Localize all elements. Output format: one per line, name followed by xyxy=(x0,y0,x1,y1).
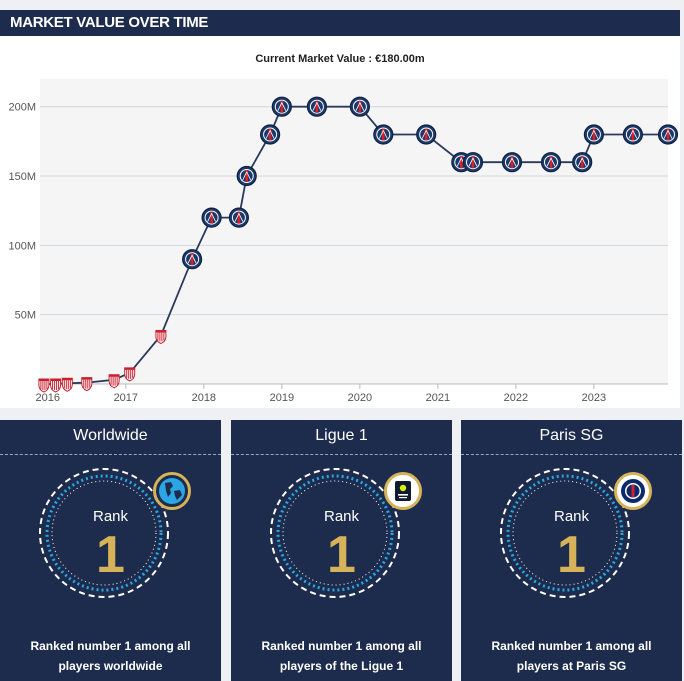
rank-ring xyxy=(270,468,400,598)
rank-cards: Worldwide Rank 1 Ranked number 1 among a… xyxy=(0,420,684,681)
x-tick-label: 2022 xyxy=(504,392,528,404)
x-tick-label: 2017 xyxy=(114,392,138,404)
monaco-crest-marker[interactable] xyxy=(124,367,136,382)
rank-ring xyxy=(500,468,630,598)
x-tick-label: 2016 xyxy=(36,392,60,404)
rank-label: Rank xyxy=(553,508,590,525)
grid-lines xyxy=(40,106,668,389)
rank-card-ligue1: Ligue 1 Rank 1 Ranked number 1 among all… xyxy=(231,420,452,681)
ligue1-logo-icon xyxy=(384,472,422,510)
monaco-crest-marker[interactable] xyxy=(81,377,93,392)
y-tick-label: 150M xyxy=(8,171,36,183)
panel-header: MARKET VALUE OVER TIME xyxy=(0,10,680,36)
x-tick-label: 2019 xyxy=(270,392,294,404)
plot-area xyxy=(40,79,668,384)
x-tick-label: 2023 xyxy=(582,392,606,404)
chart-svg: Current Market Value : €180.00m 200M 150M… xyxy=(8,53,679,404)
y-tick-label: 50M xyxy=(15,310,36,322)
psg-crest-marker[interactable] xyxy=(271,96,292,117)
rank-label: Rank xyxy=(323,508,360,525)
x-tick-label: 2021 xyxy=(426,392,450,404)
psg-crest-marker[interactable] xyxy=(349,96,370,117)
rank-label: Rank xyxy=(92,508,129,525)
psg-crest-marker[interactable] xyxy=(373,124,394,145)
psg-crest-marker[interactable] xyxy=(416,124,437,145)
psg-crest-marker[interactable] xyxy=(572,152,593,173)
market-value-chart: Current Market Value : €180.00m 200M 150M… xyxy=(0,36,680,408)
x-tick-label: 2020 xyxy=(348,392,372,404)
psg-crest-marker[interactable] xyxy=(260,124,281,145)
rank-value: 1 xyxy=(327,526,356,584)
rank-description: Ranked number 1 among all players worldw… xyxy=(30,639,191,673)
card-title: Worldwide xyxy=(0,420,221,455)
rank-card-worldwide: Worldwide Rank 1 Ranked number 1 among a… xyxy=(0,420,221,681)
axis-labels: 200M 150M 100M 50M 2016 2017 2018 2019 2020 2021 2… xyxy=(8,102,606,404)
rank-description: Ranked number 1 among all players at Par… xyxy=(491,639,652,673)
psg-crest-marker[interactable] xyxy=(306,96,327,117)
psg-crest-marker[interactable] xyxy=(501,152,523,173)
psg-crest-icon xyxy=(614,472,652,510)
data-markers xyxy=(38,96,679,393)
psg-crest-marker[interactable] xyxy=(540,152,562,173)
monaco-crest-marker[interactable] xyxy=(155,330,167,345)
psg-crest-marker[interactable] xyxy=(622,124,644,145)
rank-description: Ranked number 1 among all players of the… xyxy=(261,639,422,673)
psg-crest-marker[interactable] xyxy=(236,165,257,187)
psg-crest-marker[interactable] xyxy=(462,152,484,173)
chart-subtitle: Current Market Value : €180.00m xyxy=(255,53,425,65)
monaco-crest-marker[interactable] xyxy=(38,378,50,393)
x-tick-label: 2018 xyxy=(192,392,216,404)
psg-crest-marker[interactable] xyxy=(657,124,679,145)
monaco-crest-marker[interactable] xyxy=(61,377,73,392)
panel-title: MARKET VALUE OVER TIME xyxy=(10,14,209,31)
globe-icon xyxy=(153,472,191,510)
y-tick-label: 100M xyxy=(8,240,36,252)
rank-value: 1 xyxy=(96,526,125,584)
card-title: Ligue 1 xyxy=(231,420,452,455)
psg-crest-marker[interactable] xyxy=(182,249,203,270)
psg-crest-marker[interactable] xyxy=(201,207,222,228)
card-title: Paris SG xyxy=(461,420,682,455)
monaco-crest-marker[interactable] xyxy=(50,378,62,393)
psg-crest-marker[interactable] xyxy=(583,124,605,145)
psg-crest-marker[interactable] xyxy=(228,207,249,228)
rank-ring xyxy=(39,468,169,598)
rank-value: 1 xyxy=(557,526,586,584)
monaco-crest-marker[interactable] xyxy=(108,374,120,389)
y-tick-label: 200M xyxy=(8,102,36,114)
rank-card-paris-sg: Paris SG Rank 1 Ranked number 1 among al… xyxy=(461,420,682,681)
